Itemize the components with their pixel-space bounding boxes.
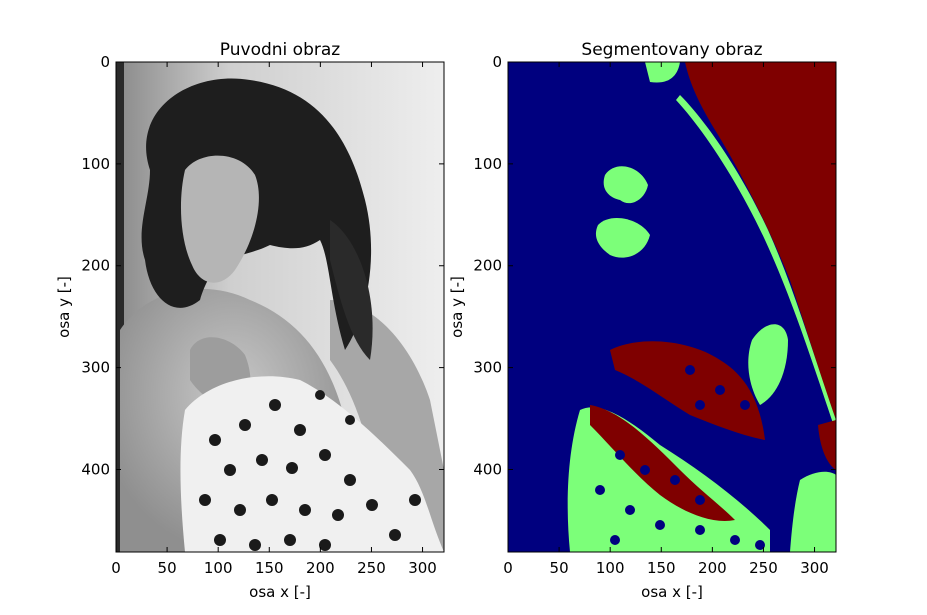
segment-class-0-dots — [595, 365, 765, 550]
x-tick-label: 200 — [306, 559, 335, 577]
x-tick-label: 200 — [698, 559, 727, 577]
y-tick-label: 0 — [492, 53, 502, 71]
y-tick-label: 200 — [81, 257, 110, 275]
y-tick-label: 300 — [473, 359, 502, 377]
segment-class-1-blob — [748, 324, 788, 405]
original-title: Puvodni obraz — [220, 40, 340, 60]
segmented-x-label: osa x [-] — [641, 583, 703, 601]
segment-class-2-edge — [818, 420, 836, 470]
y-tick-label: 100 — [81, 155, 110, 173]
x-tick-label: 50 — [158, 559, 177, 577]
x-tick-label: 100 — [596, 559, 625, 577]
original-x-axis: 0 50 100 150 200 250 300 — [111, 62, 437, 577]
y-tick-label: 300 — [81, 359, 110, 377]
segmented-x-axis: 0 50 100 150 200 250 300 — [503, 62, 829, 577]
y-tick-label: 0 — [100, 53, 110, 71]
segment-class-2-middle — [610, 341, 765, 440]
x-tick-label: 250 — [357, 559, 386, 577]
x-tick-label: 0 — [111, 559, 121, 577]
original-y-axis: 0 100 200 300 400 — [81, 53, 444, 478]
y-tick-label: 400 — [81, 460, 110, 478]
segmented-image-panel: 0 50 100 150 200 250 300 0 100 200 300 400 Segment… — [448, 40, 837, 601]
segment-class-1-blob — [603, 166, 648, 204]
y-tick-label: 200 — [473, 257, 502, 275]
x-tick-label: 0 — [503, 559, 513, 577]
segment-class-2-top — [685, 62, 836, 420]
original-image-panel: 0 50 100 150 200 250 300 0 100 200 300 400 Puvodni… — [55, 40, 445, 601]
segment-class-2-bottom — [590, 405, 735, 521]
segmented-image — [508, 62, 836, 552]
segment-class-1-top — [645, 62, 680, 83]
segment-class-1-corner — [790, 471, 836, 552]
x-tick-label: 100 — [204, 559, 233, 577]
segmented-y-axis: 0 100 200 300 400 — [473, 53, 836, 478]
x-tick-label: 50 — [550, 559, 569, 577]
x-tick-label: 300 — [800, 559, 829, 577]
x-tick-label: 150 — [255, 559, 284, 577]
x-tick-label: 250 — [749, 559, 778, 577]
segmented-image-frame — [507, 61, 837, 553]
segmented-y-label: osa y [-] — [448, 276, 466, 338]
original-image-frame — [115, 61, 445, 553]
original-image — [116, 62, 444, 552]
y-tick-label: 100 — [473, 155, 502, 173]
x-tick-label: 150 — [647, 559, 676, 577]
x-tick-label: 300 — [408, 559, 437, 577]
y-tick-label: 400 — [473, 460, 502, 478]
segmented-title: Segmentovany obraz — [581, 40, 762, 60]
original-x-label: osa x [-] — [249, 583, 311, 601]
segment-class-1-blob — [595, 217, 650, 258]
original-y-label: osa y [-] — [55, 276, 73, 338]
